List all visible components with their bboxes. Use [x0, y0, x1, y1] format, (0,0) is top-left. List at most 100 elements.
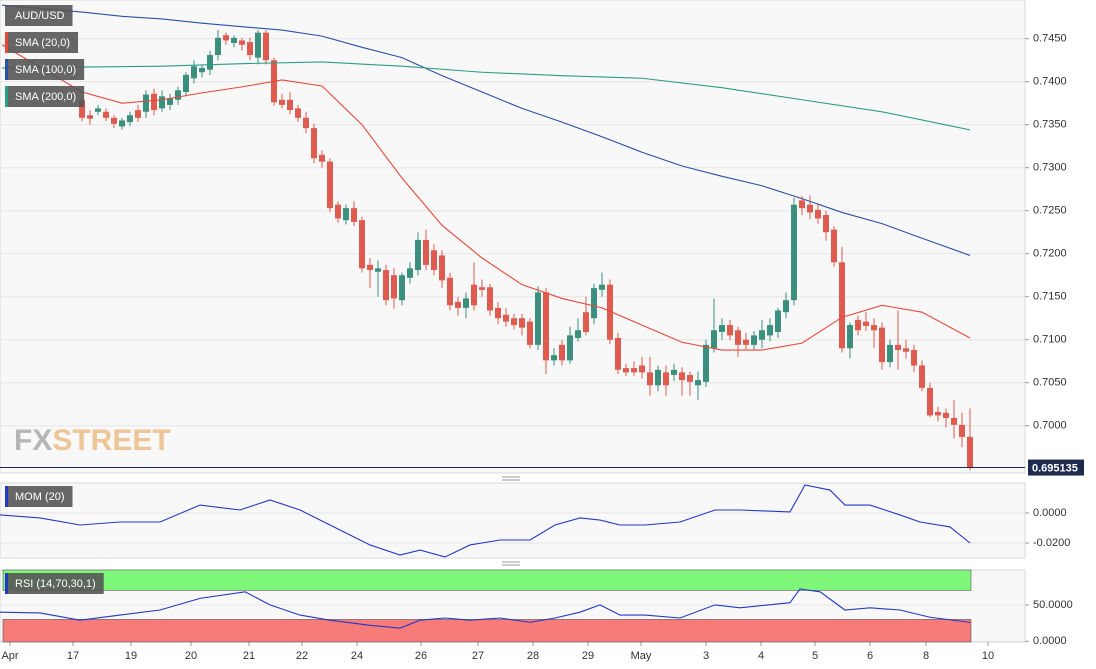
candle-body — [943, 412, 949, 418]
label-layer: 0.7000 0.7050 0.7100 0.7150 0.7200 0.7250 0.73… — [1, 5, 1084, 662]
candle-body — [559, 344, 565, 361]
candle-body — [903, 348, 909, 352]
candle-body — [399, 275, 405, 301]
y-tick-label: 0.7200 — [1033, 248, 1067, 260]
candle-body — [743, 339, 749, 345]
panel-handle[interactable] — [502, 476, 520, 566]
candle-body — [591, 288, 597, 319]
x-tick-label: 8 — [923, 650, 929, 662]
candle-body — [367, 264, 373, 271]
candle-body — [815, 209, 821, 219]
candle-body — [967, 436, 973, 468]
x-tick-label: 21 — [243, 650, 255, 662]
candle-body — [847, 325, 853, 349]
candle-body — [183, 74, 189, 93]
candle-body — [511, 318, 517, 326]
candle-body — [551, 355, 557, 361]
watermark: FXSTREET — [14, 424, 171, 457]
legend-box — [5, 5, 73, 26]
y-tick-label: 0.0000 — [1033, 507, 1067, 519]
legend-item: SMA (200,0) — [5, 86, 85, 107]
candle-body — [327, 161, 333, 209]
candle-body — [407, 268, 413, 278]
candle-body — [423, 239, 429, 265]
y-tick-label: 0.7150 — [1033, 291, 1067, 303]
legend-box — [5, 486, 73, 507]
candle-body — [711, 330, 717, 349]
candle-body — [223, 35, 229, 41]
candle-body — [471, 284, 477, 306]
mom-panel — [0, 482, 1026, 559]
candle-body — [279, 99, 285, 105]
candle-body — [575, 330, 581, 338]
y-tick-label: 50.0000 — [1033, 599, 1073, 611]
candle-body — [335, 204, 341, 219]
legend-label: RSI (14,70,30,1) — [15, 578, 96, 590]
candle-body — [519, 318, 525, 328]
legend-box — [5, 573, 104, 594]
x-tick-label: 4 — [758, 650, 764, 662]
candle-body — [479, 287, 485, 290]
candle-body — [503, 314, 509, 322]
candle-body — [783, 300, 789, 313]
candle-body — [655, 369, 661, 386]
legend-swatch — [5, 59, 8, 80]
candle-body — [727, 325, 733, 336]
grid-layer — [0, 38, 1029, 646]
candle-body — [135, 110, 141, 118]
candle-body — [599, 284, 605, 290]
candle-body — [207, 55, 213, 70]
candle-body — [255, 32, 261, 58]
candle-body — [615, 337, 621, 370]
candle-body — [343, 208, 349, 221]
candle-body — [447, 277, 453, 306]
candle-body — [375, 268, 381, 272]
candle-body — [199, 67, 205, 73]
watermark-fx: FX — [14, 424, 52, 457]
x-tick-label: 5 — [812, 650, 818, 662]
candle-body — [359, 220, 365, 269]
candle-body — [191, 66, 197, 79]
x-tick-label: 3 — [703, 650, 709, 662]
x-tick-label: 27 — [472, 650, 484, 662]
overbought-band — [2, 569, 972, 591]
candle-body — [143, 94, 149, 112]
candle-body — [175, 90, 181, 100]
candle-body — [455, 301, 461, 308]
last-price-label: 0.695135 — [1032, 462, 1078, 474]
watermark-street: STREET — [52, 424, 170, 457]
candle-body — [647, 372, 653, 386]
legend-label: SMA (100,0) — [15, 64, 76, 76]
y-tick-label: 0.7400 — [1033, 76, 1067, 88]
candle-body — [695, 380, 701, 386]
candle-body — [879, 327, 885, 363]
candle-body — [287, 99, 293, 111]
x-tick-label: 29 — [582, 650, 594, 662]
legend-item: AUD/USD — [5, 5, 73, 26]
candle-body — [767, 325, 773, 336]
mark-layer — [0, 4, 1025, 629]
series-line — [0, 484, 971, 558]
y-tick-label: 0.7000 — [1033, 420, 1067, 432]
candle-body — [151, 93, 157, 111]
candle-body — [431, 250, 437, 271]
y-tick-label: -0.0200 — [1033, 537, 1070, 549]
candle-body — [759, 330, 765, 340]
candle-body — [303, 117, 309, 129]
candle-body — [895, 344, 901, 351]
candle-body — [799, 200, 805, 209]
main-panel — [0, 0, 1026, 474]
oversold-band — [2, 619, 972, 643]
candle-body — [751, 335, 757, 345]
legend-swatch — [5, 32, 8, 53]
candle-body — [391, 275, 397, 299]
candle-body — [463, 298, 469, 308]
x-tick-label: 17 — [67, 650, 79, 662]
band-layer — [2, 569, 972, 643]
x-tick-label: 28 — [527, 650, 539, 662]
x-tick-label: 20 — [185, 650, 197, 662]
candle-body — [663, 372, 669, 386]
candle-body — [119, 120, 125, 127]
legend-box — [5, 59, 85, 80]
candle-body — [607, 284, 613, 340]
